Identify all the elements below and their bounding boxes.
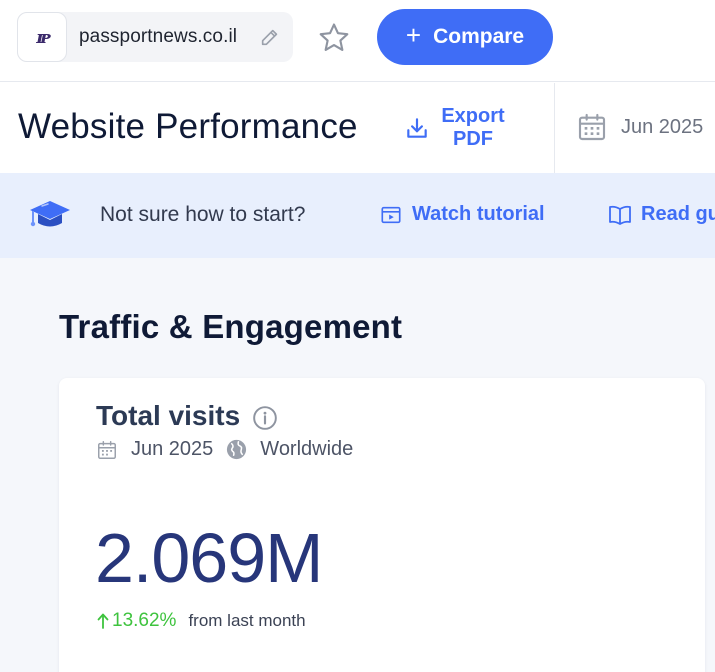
change-suffix: from last month [188,611,306,630]
site-name: passportnews.co.il [79,26,238,47]
export-label-line1: Export [441,105,505,127]
date-label: Jun 2025 [621,115,704,138]
read-guide-link[interactable]: Read guide [608,203,715,226]
header-divider [554,83,555,173]
calendar-icon [98,440,116,459]
read-guide-label: Read guide [641,203,715,225]
plus-icon: + [405,20,422,50]
date-picker[interactable]: Jun 2025 [576,111,703,143]
page-header: Website Performance Export PDF Jun 2025 [0,83,715,173]
banner-prompt: Not sure how to start? [100,203,306,226]
favicon-logo: ɪᴘ [36,26,51,48]
calendar-icon [578,113,606,141]
download-icon [407,118,427,138]
watch-tutorial-link[interactable]: Watch tutorial [380,203,545,226]
edit-icon[interactable] [259,26,281,48]
change-value: 13.62% [112,610,177,631]
arrow-up-icon [97,613,109,629]
book-icon [609,205,631,225]
compare-label: Compare [433,25,525,48]
export-pdf-button[interactable]: Export PDF [404,105,508,151]
top-bar: ɪᴘ passportnews.co.il + Compare [0,0,715,82]
page-title: Website Performance [18,107,358,146]
globe-icon [227,439,247,460]
tutorial-banner: Not sure how to start? Watch tutorial Re… [0,173,715,258]
change-row: 13.62% from last month [96,610,306,632]
section-title: Traffic & Engagement [59,308,403,345]
change-indicator: 13.62% [96,610,176,632]
graduation-cap-icon [30,201,70,227]
main-content: Traffic & Engagement Total visits Jun 20… [0,258,715,672]
card-title: Total visits [96,400,241,431]
card-meta: Jun 2025 Worldwide [96,438,353,461]
video-icon [381,206,401,223]
info-icon[interactable] [252,405,278,431]
export-label-line2: PDF [453,128,493,150]
total-visits-value: 2.069M [95,519,323,597]
compare-button[interactable]: + Compare [377,9,553,65]
site-favicon: ɪᴘ [17,12,67,62]
card-region: Worldwide [260,438,354,460]
card-date: Jun 2025 [131,438,214,460]
watch-tutorial-label: Watch tutorial [412,203,545,225]
export-label: Export PDF [438,105,508,151]
star-icon[interactable] [317,21,351,55]
total-visits-card: Total visits Jun 2025 Worldwide 2.069M [59,378,705,672]
site-chip[interactable]: ɪᴘ passportnews.co.il [17,12,293,62]
